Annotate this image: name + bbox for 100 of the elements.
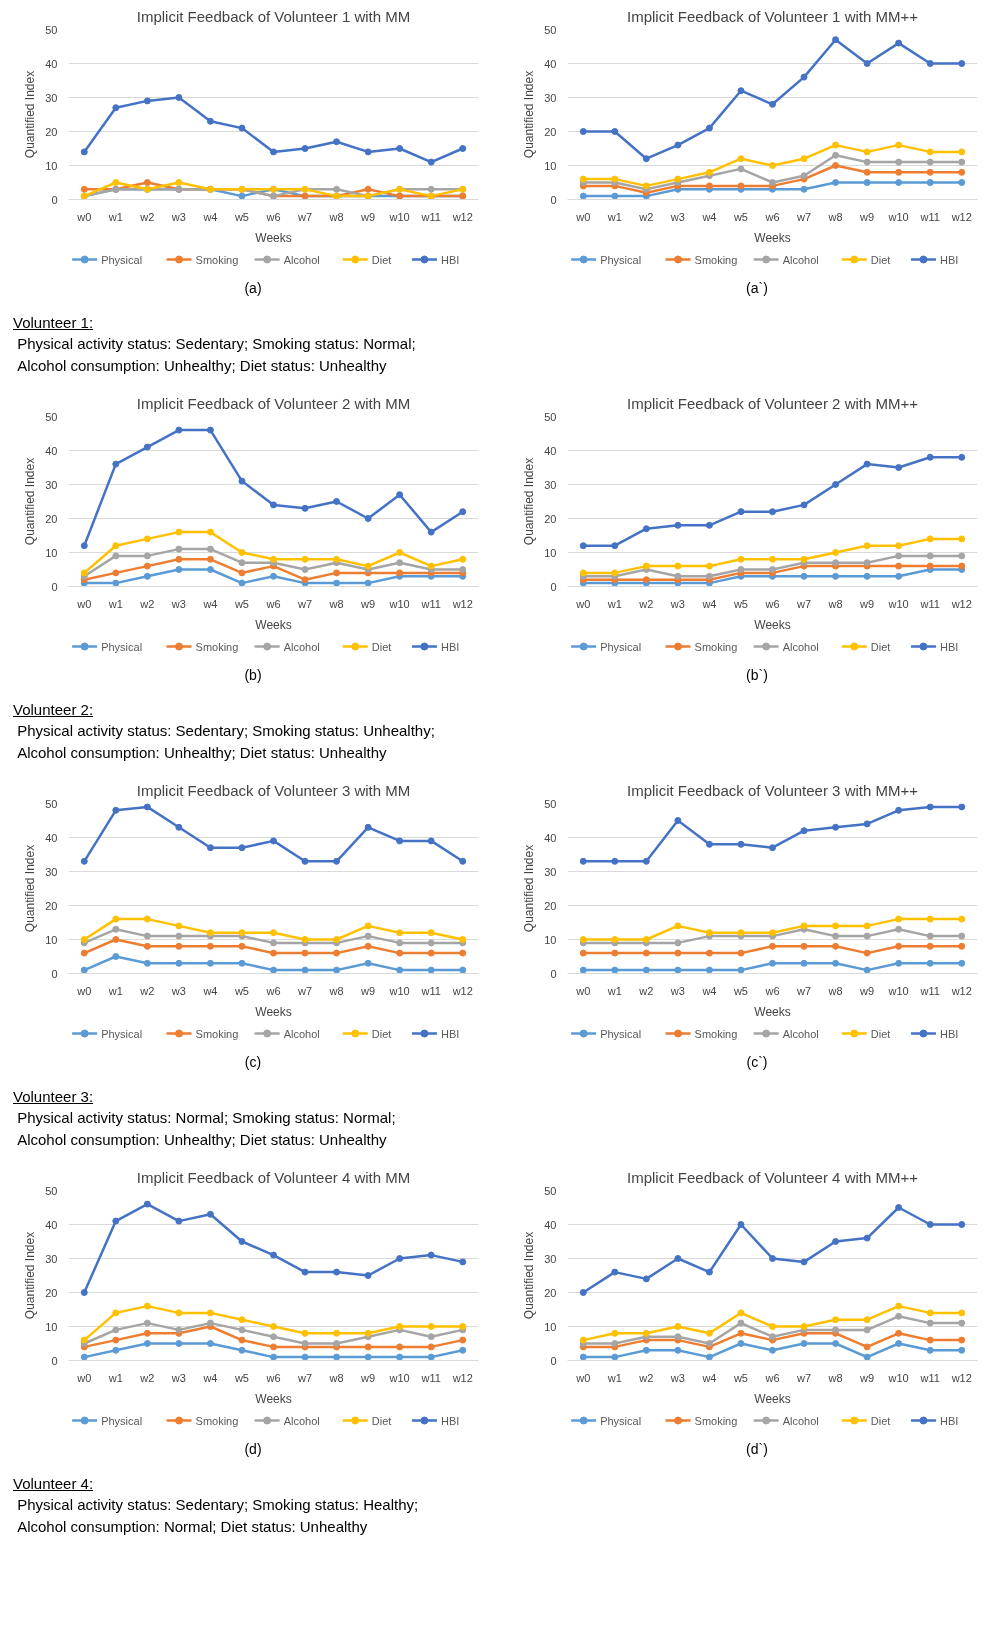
x-tick-label: w11 — [919, 210, 940, 223]
x-axis-title: Weeks — [255, 1391, 292, 1406]
x-tick-label: w0 — [575, 1371, 591, 1384]
legend-label: Alcohol — [782, 253, 819, 266]
x-tick-label: w5 — [732, 210, 748, 223]
y-axis-title: Quantified Index — [23, 1231, 38, 1320]
x-tick-label: w7 — [796, 597, 812, 610]
chart-title: Implicit Feedback of Volunteer 3 with MM++ — [627, 781, 919, 799]
x-tick-label: w8 — [328, 210, 344, 223]
x-tick-label: w4 — [202, 597, 218, 610]
x-tick-label: w3 — [170, 597, 186, 610]
x-tick-label: w10 — [887, 210, 909, 223]
x-tick-label: w7 — [796, 210, 812, 223]
x-tick-label: w4 — [701, 1371, 717, 1384]
x-tick-label: w1 — [606, 1371, 622, 1384]
x-axis-title: Weeks — [754, 230, 791, 245]
x-tick-label: w6 — [265, 984, 281, 997]
legend-label: Diet — [371, 1414, 392, 1427]
x-tick-label: w11 — [420, 1371, 441, 1384]
chart-title: Implicit Feedback of Volunteer 4 with MM++ — [627, 1168, 919, 1186]
x-tick-label: w8 — [827, 597, 843, 610]
legend-label: Diet — [371, 640, 392, 653]
text: Physical activity status: Sedentary; Smoking status: Normal; — [17, 335, 416, 353]
legend-label: Diet — [870, 1027, 891, 1040]
x-axis-title: Weeks — [255, 230, 292, 245]
x-tick-label: w9 — [360, 597, 376, 610]
y-tick-label: 40 — [45, 831, 58, 844]
legend-label: Diet — [371, 253, 392, 266]
x-tick-label: w4 — [202, 984, 218, 997]
legend-label: Smoking — [694, 1027, 738, 1040]
x-tick-label: w1 — [107, 1371, 123, 1384]
legend-label: HBI — [440, 253, 460, 266]
chart-title: Implicit Feedback of Volunteer 2 with MM — [136, 394, 411, 412]
legend-label: Diet — [371, 1027, 392, 1040]
y-tick-label: 10 — [45, 1320, 58, 1333]
legend-label: Diet — [870, 253, 891, 266]
x-tick-label: w8 — [328, 1371, 344, 1384]
x-tick-label: w11 — [420, 210, 441, 223]
x-tick-label: w12 — [451, 597, 473, 610]
text: Alcohol consumption: Normal; Diet status: Unhealthy — [17, 1517, 368, 1535]
chart-title: Implicit Feedback of Volunteer 4 with MM — [136, 1168, 411, 1186]
x-tick-label: w9 — [360, 210, 376, 223]
x-tick-label: w5 — [732, 1371, 748, 1384]
x-tick-label: w11 — [919, 1371, 940, 1384]
y-tick-label: 40 — [544, 444, 557, 457]
x-tick-label: w2 — [638, 210, 654, 223]
y-tick-label: 30 — [45, 478, 58, 491]
text: (c`) — [745, 1053, 769, 1072]
legend-label: Physical — [101, 1027, 143, 1040]
legend-label: Alcohol — [283, 1027, 320, 1040]
x-tick-label: w9 — [859, 1371, 875, 1384]
text: Volunteer 1: — [13, 314, 94, 331]
x-tick-label: w3 — [669, 984, 685, 997]
y-tick-label: 40 — [45, 57, 58, 70]
y-tick-label: 50 — [544, 23, 557, 36]
x-tick-label: w10 — [388, 210, 410, 223]
x-tick-label: w3 — [669, 1371, 685, 1384]
x-tick-label: w6 — [265, 1371, 281, 1384]
text: Alcohol consumption: Unhealthy; Diet status: Unhealthy — [17, 743, 387, 761]
x-tick-label: w7 — [297, 1371, 313, 1384]
x-tick-label: w3 — [170, 984, 186, 997]
x-tick-label: w12 — [451, 984, 473, 997]
y-tick-label: 30 — [45, 865, 58, 878]
x-tick-label: w2 — [139, 984, 155, 997]
x-tick-label: w0 — [575, 984, 591, 997]
y-tick-label: 50 — [544, 1184, 557, 1197]
text: Alcohol consumption: Unhealthy; Diet status: Unhealthy — [17, 1130, 387, 1148]
legend-label: Alcohol — [782, 1414, 819, 1427]
text: Physical activity status: Sedentary; Smoking status: Healthy; — [17, 1496, 419, 1514]
y-tick-label: 30 — [45, 1252, 58, 1265]
x-tick-label: w4 — [701, 984, 717, 997]
y-tick-label: 50 — [45, 410, 58, 423]
legend-label: Smoking — [195, 253, 239, 266]
x-tick-label: w5 — [233, 984, 249, 997]
y-tick-label: 10 — [544, 1320, 557, 1333]
y-tick-label: 10 — [45, 159, 58, 172]
legend-label: Smoking — [195, 1414, 239, 1427]
text: Volunteer 3: — [13, 1088, 94, 1105]
x-tick-label: w3 — [669, 597, 685, 610]
legend-label: Alcohol — [283, 640, 320, 653]
x-tick-label: w7 — [796, 984, 812, 997]
y-tick-label: 40 — [544, 57, 557, 70]
legend-label: HBI — [440, 1027, 460, 1040]
y-tick-label: 20 — [544, 512, 557, 525]
y-tick-label: 10 — [45, 546, 58, 559]
legend-label: Physical — [101, 640, 143, 653]
x-axis-title: Weeks — [754, 617, 791, 632]
legend-label: Physical — [600, 1027, 642, 1040]
x-tick-label: w9 — [859, 984, 875, 997]
x-tick-label: w6 — [764, 597, 780, 610]
x-tick-label: w10 — [388, 984, 410, 997]
y-tick-label: 0 — [550, 1354, 557, 1367]
x-tick-label: w7 — [297, 984, 313, 997]
text: Alcohol consumption: Unhealthy; Diet status: Unhealthy — [17, 356, 387, 374]
legend-label: HBI — [440, 1414, 460, 1427]
y-tick-label: 0 — [51, 580, 58, 593]
x-tick-label: w12 — [950, 984, 972, 997]
x-tick-label: w10 — [887, 1371, 909, 1384]
y-axis-title: Quantified Index — [23, 844, 38, 933]
y-tick-label: 50 — [45, 797, 58, 810]
